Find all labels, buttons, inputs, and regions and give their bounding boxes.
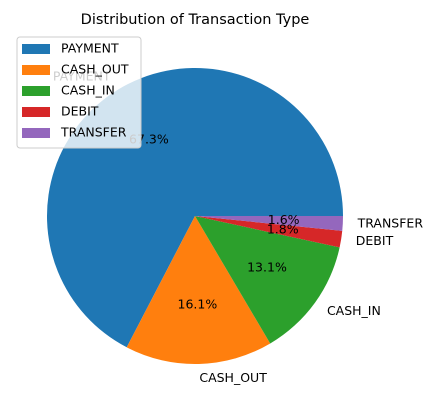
- category-label-cash-in: CASH_IN: [327, 303, 381, 318]
- legend: PAYMENT CASH_OUT CASH_IN DEBIT TRANSFER: [16, 36, 142, 149]
- legend-frame: [16, 36, 142, 149]
- pie-slice-cash-in: [195, 216, 340, 344]
- pie-slice-cash-out: [126, 216, 271, 365]
- legend-label-debit: DEBIT: [61, 104, 99, 119]
- legend-label-transfer: TRANSFER: [60, 125, 127, 140]
- percentage-label-debit: 1.8%: [267, 221, 299, 236]
- category-label-transfer: TRANSFER: [357, 216, 424, 231]
- legend-label-cash-in: CASH_IN: [61, 83, 115, 98]
- legend-swatch-cash-in: [22, 86, 50, 96]
- pie-slice-transfer: [195, 216, 343, 231]
- pie-slice-debit: [195, 216, 343, 248]
- chart-title: Distribution of Transaction Type: [81, 12, 310, 28]
- legend-label-payment: PAYMENT: [61, 41, 119, 56]
- legend-swatch-payment: [22, 44, 50, 54]
- percentage-label-cash-out: 16.1%: [178, 296, 218, 311]
- legend-swatch-debit: [22, 107, 50, 117]
- category-label-cash-out: CASH_OUT: [199, 370, 267, 385]
- legend-swatch-cash-out: [22, 65, 50, 75]
- legend-swatch-transfer: [22, 128, 50, 138]
- percentage-label-cash-in: 13.1%: [247, 260, 287, 275]
- category-label-debit: DEBIT: [356, 233, 394, 248]
- legend-label-cash-out: CASH_OUT: [61, 62, 129, 77]
- percentage-label-transfer: 1.6%: [268, 212, 300, 227]
